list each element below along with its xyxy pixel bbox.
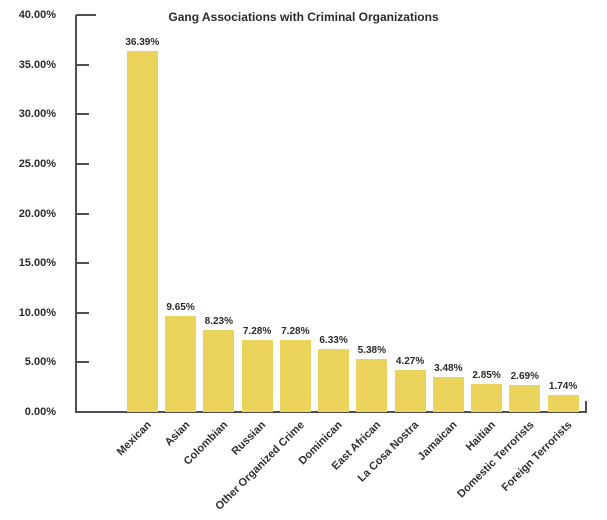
y-tick-mark — [76, 14, 96, 16]
bar-value-label: 6.33% — [319, 335, 348, 347]
y-tick-label: 40.00% — [18, 9, 56, 21]
bar-other-organized-crime — [279, 339, 311, 412]
bar-value-label: 3.48% — [434, 363, 463, 375]
x-tick-label: Jamaican — [415, 419, 460, 463]
x-axis-end-tick — [585, 401, 587, 412]
bar-value-label: 8.23% — [204, 316, 233, 328]
y-tick-mark — [76, 262, 89, 265]
bar-value-label: 9.65% — [166, 302, 195, 314]
bar-value-label: 1.74% — [548, 380, 578, 392]
bar-mexican — [126, 50, 158, 412]
y-tick-label: 30.00% — [18, 108, 56, 121]
bar-dominican — [318, 349, 350, 412]
bar-value-label: 7.28% — [242, 325, 272, 337]
y-tick-mark — [76, 113, 89, 116]
bar-value-label: 7.28% — [281, 325, 310, 337]
y-tick-label: 15.00% — [18, 257, 56, 270]
bar-asian — [165, 316, 197, 412]
y-tick-mark — [76, 162, 89, 165]
bar-colombian — [203, 330, 235, 412]
x-tick-label: Mexican — [114, 419, 154, 459]
bar-value-label: 4.27% — [395, 355, 425, 367]
bar-foreign-terrorists — [547, 394, 579, 412]
y-tick-label: 5.00% — [24, 356, 56, 369]
y-tick-mark — [76, 63, 89, 66]
bar-russian — [241, 339, 273, 412]
bar-haitian — [471, 383, 503, 412]
x-tick-label: Foreign Terrorists — [499, 419, 575, 494]
y-tick-mark — [76, 212, 89, 215]
bar-la-cosa-nostra — [394, 369, 426, 412]
y-tick-mark — [76, 311, 89, 314]
y-tick-label: 0.00% — [24, 406, 56, 418]
bar-value-label: 2.85% — [472, 369, 501, 381]
y-tick-label: 20.00% — [18, 207, 56, 220]
bar-value-label: 36.39% — [125, 36, 160, 48]
bar-value-label: 5.38% — [357, 344, 386, 356]
x-tick-label: Russian — [229, 419, 269, 458]
y-tick-label: 10.00% — [18, 306, 56, 319]
bar-jamaican — [432, 377, 464, 412]
bar-east-african — [356, 358, 388, 412]
x-tick-label: Asian — [162, 419, 193, 449]
bar-domestic-terrorists — [509, 385, 541, 412]
chart-title: Gang Associations with Criminal Organiza… — [168, 10, 439, 24]
bar-value-label: 2.69% — [510, 371, 539, 383]
y-tick-label: 35.00% — [18, 58, 56, 71]
y-tick-mark — [76, 361, 89, 364]
y-tick-label: 25.00% — [18, 157, 56, 170]
x-axis-line — [75, 411, 587, 413]
x-tick-label: Haitian — [463, 419, 499, 454]
